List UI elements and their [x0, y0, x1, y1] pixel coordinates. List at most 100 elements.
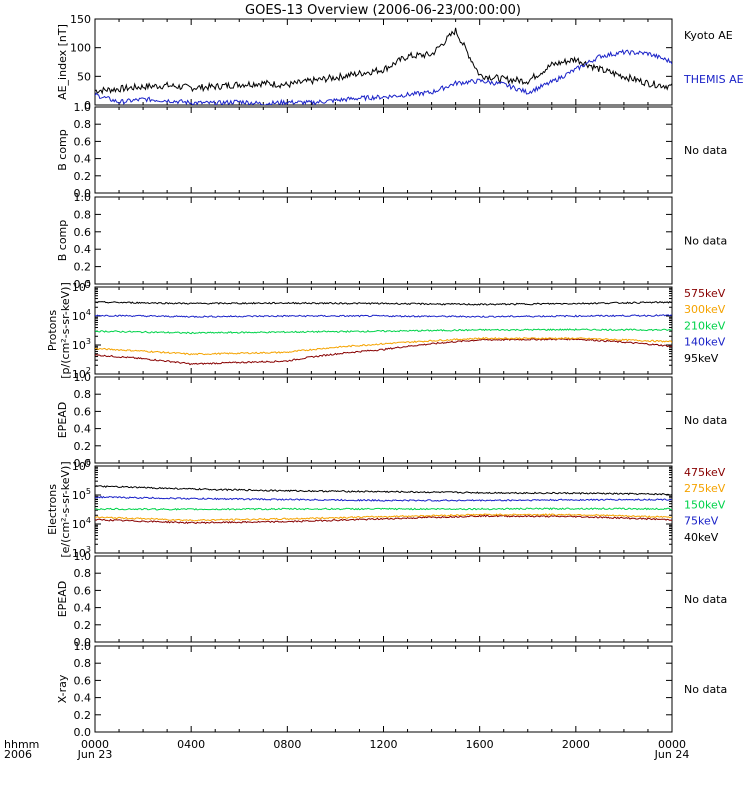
y-tick-label: 1.0 — [74, 640, 92, 653]
legend-label: 75keV — [684, 515, 719, 528]
y-tick-label: 0 — [84, 99, 91, 112]
y-axis-title: Electrons — [46, 484, 59, 535]
legend-label: 575keV — [684, 287, 726, 300]
y-tick-label: 50 — [77, 70, 91, 83]
y-tick-label: 104 — [72, 516, 91, 531]
series-line — [95, 314, 672, 318]
y-tick-label: 0.4 — [74, 602, 92, 615]
y-tick-label: 103 — [72, 337, 91, 352]
legend-label: 95keV — [684, 352, 719, 365]
panel-frame — [94, 196, 673, 285]
time-row-label-year: 2006 — [4, 748, 32, 761]
y-tick-label: 105 — [72, 279, 91, 294]
no-data-label: No data — [684, 414, 727, 427]
y-tick-label: 1.0 — [74, 191, 92, 204]
y-axis-title: Protons — [46, 310, 59, 351]
no-data-label: No data — [684, 683, 727, 696]
panel-6: 103 104 105 106 Electrons [e/(cm²-s-sr-keV)] 4… — [46, 458, 726, 560]
legend-label: Kyoto AE — [684, 29, 733, 42]
legend-label: 210keV — [684, 319, 726, 332]
panel-frame — [94, 376, 673, 464]
y-tick-label: 0.4 — [74, 423, 92, 436]
panel-8: 0.0 0.2 0.4 0.6 0.8 1.0 X-ray No data — [56, 640, 727, 739]
series-line — [95, 27, 672, 95]
panel-7: 0.0 0.2 0.4 0.6 0.8 1.0 EPEAD No data — [56, 550, 727, 649]
legend-label: 300keV — [684, 303, 726, 316]
panel-3: 0.0 0.2 0.4 0.6 0.8 1.0 B comp No data — [56, 191, 727, 291]
y-axis-title: B comp — [56, 129, 69, 171]
y-tick-label: 0.0 — [74, 636, 92, 649]
time-tick-day: Jun 23 — [77, 748, 113, 761]
y-tick-label: 0.0 — [74, 187, 92, 200]
time-tick-day: Jun 24 — [654, 748, 690, 761]
panel-2: 0.0 0.2 0.4 0.6 0.8 1.0 B comp No data — [56, 101, 727, 200]
time-tick-label: 0000 — [658, 738, 686, 751]
time-tick-label: 1200 — [370, 738, 398, 751]
y-tick-label: 0.0 — [74, 726, 92, 739]
y-tick-label: 0.8 — [74, 118, 92, 131]
y-tick-label: 0.6 — [74, 405, 92, 418]
chart-title: GOES-13 Overview (2006-06-23/00:00:00) — [245, 3, 521, 18]
y-tick-label: 1.0 — [74, 101, 92, 114]
y-tick-label: 0.6 — [74, 226, 92, 239]
legend-label: 40keV — [684, 531, 719, 544]
panel-5: 0.0 0.2 0.4 0.6 0.8 1.0 EPEAD No data — [56, 371, 727, 470]
y-tick-label: 0.8 — [74, 388, 92, 401]
y-tick-label: 0.8 — [74, 208, 92, 221]
y-tick-label: 103 — [72, 545, 91, 560]
time-row-label-hhmm: hhmm — [4, 738, 39, 751]
no-data-label: No data — [684, 593, 727, 606]
y-tick-label: 0.6 — [74, 135, 92, 148]
y-axis-units: [p/(cm²-s-sr-keV)] — [59, 282, 72, 379]
legend-label: 275keV — [684, 482, 726, 495]
y-axis-units: [e/(cm²-s-sr-keV)] — [59, 461, 72, 557]
series-line — [95, 514, 672, 525]
series-line — [95, 49, 672, 105]
y-axis-title: X-ray — [56, 674, 69, 703]
y-tick-label: 0.6 — [74, 674, 92, 687]
series-line — [95, 507, 672, 511]
panel-4: 102 103 104 105 Protons [p/(cm²-s-sr-keV)] 575… — [46, 279, 726, 381]
y-axis-title: EPEAD — [56, 402, 69, 439]
series-line — [95, 485, 672, 496]
y-tick-label: 0.2 — [74, 170, 92, 183]
y-tick-label: 104 — [72, 308, 91, 323]
legend-label: THEMIS AE — [683, 73, 744, 86]
legend-label: 475keV — [684, 466, 726, 479]
series-line — [95, 337, 672, 366]
panel-frame — [94, 106, 673, 194]
y-tick-label: 102 — [72, 366, 91, 381]
series-line — [95, 495, 672, 502]
y-tick-label: 0.2 — [74, 619, 92, 632]
time-tick-label: 0000 — [81, 738, 109, 751]
y-axis-title: AE_index [nT] — [56, 24, 69, 100]
no-data-label: No data — [684, 144, 727, 157]
y-axis-title: EPEAD — [56, 581, 69, 618]
series-line — [95, 300, 672, 306]
y-tick-label: 0.0 — [74, 457, 92, 470]
y-tick-label: 0.4 — [74, 153, 92, 166]
y-tick-label: 150 — [70, 13, 91, 26]
y-tick-label: 1.0 — [74, 371, 92, 384]
y-tick-label: 0.4 — [74, 243, 92, 256]
y-tick-label: 0.6 — [74, 584, 92, 597]
panel-frame — [94, 645, 673, 733]
time-tick-label: 0400 — [177, 738, 205, 751]
y-tick-label: 0.2 — [74, 440, 92, 453]
y-tick-label: 105 — [72, 487, 91, 502]
time-tick-label: 2000 — [562, 738, 590, 751]
time-tick-label: 0800 — [273, 738, 301, 751]
y-tick-label: 0.8 — [74, 657, 92, 670]
no-data-label: No data — [684, 235, 727, 248]
series-line — [95, 328, 672, 335]
series-line — [95, 336, 672, 356]
y-tick-label: 0.8 — [74, 567, 92, 580]
time-tick-label: 1600 — [466, 738, 494, 751]
panel-frame — [94, 555, 673, 643]
y-tick-label: 0.2 — [74, 709, 92, 722]
series-line — [95, 513, 672, 522]
